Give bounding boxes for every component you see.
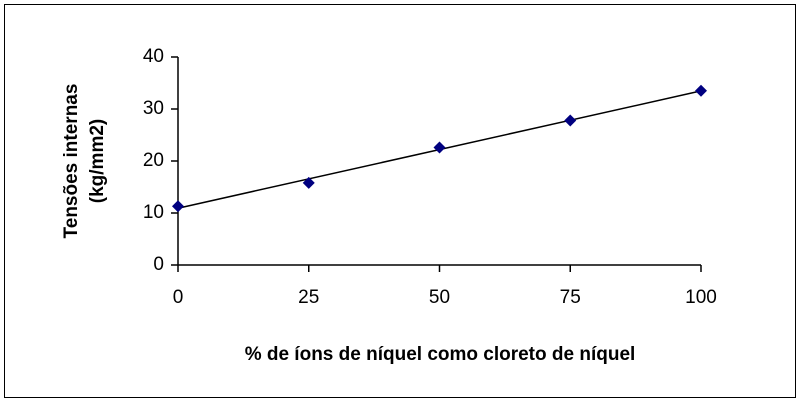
y-axis-label: (kg/mm2) — [87, 119, 108, 203]
data-point — [172, 200, 184, 213]
y-tick-label: 20 — [143, 150, 164, 171]
x-tick-label: 75 — [560, 287, 581, 308]
y-axis-label: Tensões internas — [61, 84, 82, 239]
y-tick-label: 30 — [143, 98, 164, 119]
chart-frame — [4, 4, 796, 398]
data-point — [433, 141, 446, 154]
x-tick-label: 50 — [429, 287, 450, 308]
x-tick-label: 100 — [685, 287, 717, 308]
x-tick-label: 25 — [298, 287, 319, 308]
x-tick-label: 0 — [173, 287, 184, 308]
y-tick-label: 0 — [153, 254, 164, 275]
data-point — [302, 176, 315, 189]
x-axis-label: % de íons de níquel como cloreto de níqu… — [245, 344, 636, 365]
y-tick-label: 10 — [143, 202, 164, 223]
data-point — [564, 114, 577, 127]
data-point — [695, 84, 707, 97]
y-tick-label: 40 — [143, 46, 164, 67]
